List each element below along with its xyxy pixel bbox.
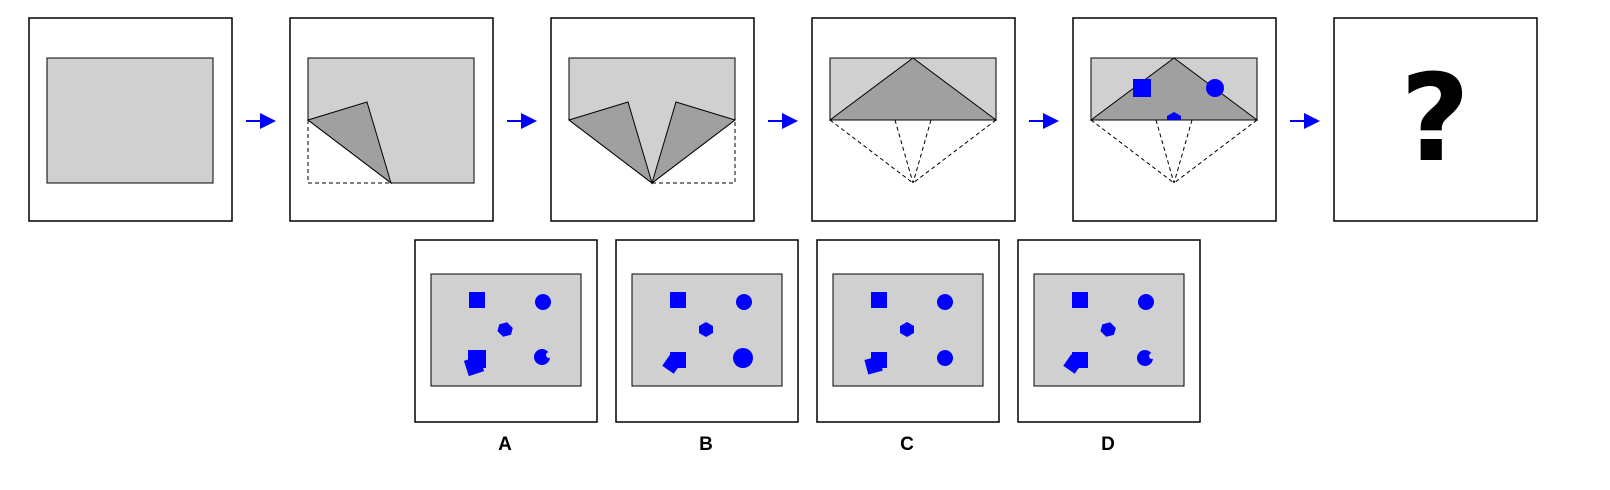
hexagon-hole (1167, 112, 1181, 120)
option-label: C (900, 434, 914, 455)
folded-flap-right (651, 101, 737, 185)
square-hole (871, 292, 887, 308)
circle-hole (534, 349, 550, 365)
step-2-panel (289, 17, 494, 222)
hexagon-hole (699, 322, 713, 337)
panel-frame (1333, 17, 1538, 222)
paper-sheet (46, 57, 214, 184)
circle-hole (736, 294, 752, 310)
folded-flap (306, 101, 392, 185)
rotated-square-hole (864, 356, 883, 375)
square-hole (469, 292, 485, 308)
option-label: A (498, 434, 512, 455)
square-hole (1072, 292, 1088, 308)
option-label: B (699, 434, 713, 455)
rotated-square-hole (463, 355, 485, 377)
large-circle-hole (733, 348, 753, 368)
circle-hole (937, 294, 953, 310)
circle-notch (1149, 353, 1155, 359)
circle-hole (1137, 350, 1153, 366)
hexagon-hole (1100, 322, 1116, 337)
circle-hole (535, 294, 551, 310)
option-a[interactable]: A (414, 239, 598, 455)
folded-triangle (828, 57, 998, 121)
step-4-panel (811, 17, 1016, 222)
option-label: D (1101, 434, 1115, 455)
option-b[interactable]: B (615, 239, 799, 455)
answer-panel: ? (1333, 17, 1538, 222)
step-5-panel (1072, 17, 1277, 222)
option-c[interactable]: C (816, 239, 1000, 455)
rotated-square-hole (1063, 354, 1083, 374)
square-hole (1133, 79, 1151, 97)
rotated-square-hole (662, 354, 682, 374)
hexagon-hole (900, 322, 914, 337)
hexagon-hole (497, 322, 513, 337)
circle-notch (546, 352, 552, 358)
circle-hole (1206, 79, 1224, 97)
folded-flap-left (567, 101, 653, 185)
original-outline (307, 120, 391, 184)
question-mark: ? (1400, 50, 1470, 189)
circle-hole (937, 350, 953, 366)
paper-sheet (307, 57, 475, 184)
original-outline (829, 119, 997, 184)
step-1-panel (28, 17, 233, 222)
circle-hole (1138, 294, 1154, 310)
square-hole (670, 292, 686, 308)
original-outline (1090, 119, 1258, 184)
step-3-panel (550, 17, 755, 222)
option-d[interactable]: D (1017, 239, 1201, 455)
